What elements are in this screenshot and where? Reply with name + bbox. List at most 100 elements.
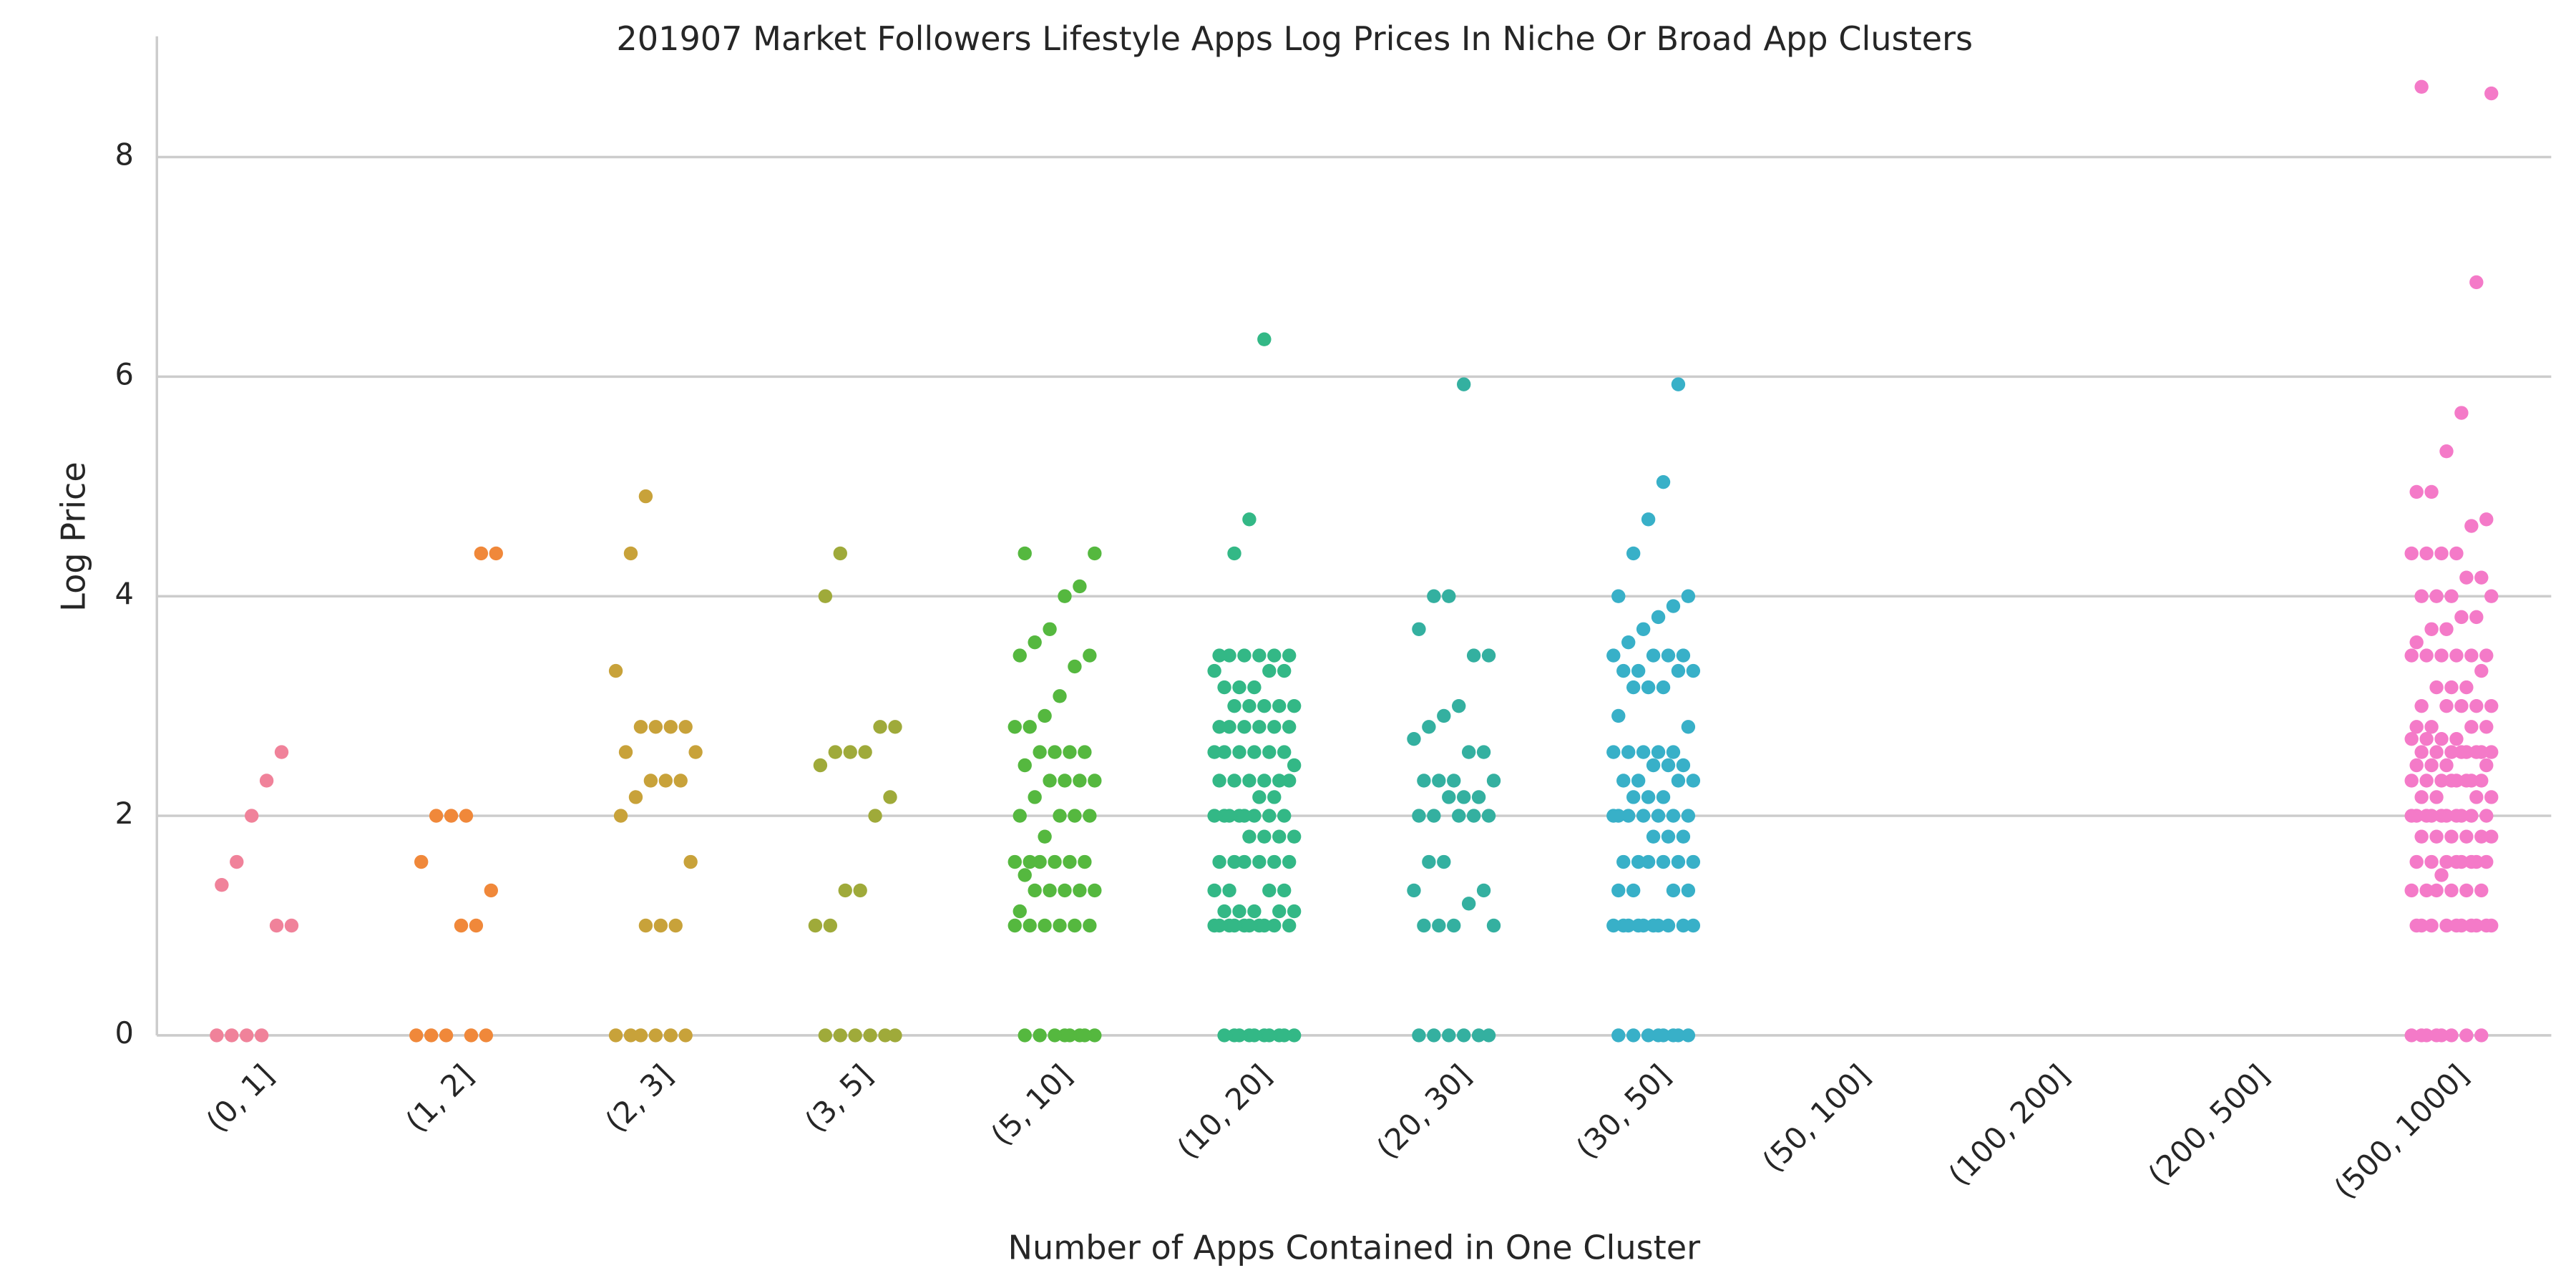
point [2419, 883, 2434, 898]
point [1417, 918, 1431, 933]
point [2414, 698, 2429, 713]
point [2459, 1028, 2474, 1043]
point [1227, 854, 1241, 869]
point [459, 809, 474, 823]
point [2409, 484, 2424, 499]
point [1038, 829, 1052, 844]
point [2459, 829, 2474, 844]
point [1058, 589, 1072, 603]
point [2484, 918, 2499, 933]
point [1252, 720, 1267, 734]
point [2429, 589, 2444, 603]
point [1063, 745, 1077, 759]
point [1626, 680, 1641, 695]
point [1262, 1028, 1277, 1043]
point [1407, 731, 1421, 746]
point [2454, 809, 2469, 823]
point [1073, 579, 1087, 594]
point [2479, 720, 2494, 734]
point [254, 1028, 269, 1043]
point [1636, 622, 1651, 636]
point [1073, 774, 1087, 788]
point [673, 774, 688, 788]
point [2404, 546, 2419, 561]
point [2414, 918, 2429, 933]
point [2459, 745, 2474, 759]
point [2439, 622, 2454, 636]
point [1606, 918, 1621, 933]
point [1681, 809, 1696, 823]
point [1257, 774, 1272, 788]
point [823, 918, 838, 933]
point [1466, 648, 1481, 663]
point [484, 883, 498, 898]
y-axis-label: Log Price [54, 462, 93, 612]
point [2424, 622, 2439, 636]
point [2424, 809, 2439, 823]
point [1686, 774, 1701, 788]
point [1656, 1028, 1671, 1043]
point [409, 1028, 424, 1043]
point [888, 1028, 902, 1043]
point [2414, 589, 2429, 603]
point [1267, 720, 1282, 734]
x-tick-label: (1, 2] [399, 1058, 480, 1139]
point [2469, 275, 2484, 290]
point [648, 720, 663, 734]
point [1656, 790, 1671, 804]
point [1686, 663, 1701, 678]
x-tick-label: (5, 10] [984, 1058, 1078, 1152]
point [1247, 904, 1262, 919]
x-tick-label: (3, 5] [798, 1058, 879, 1139]
point [1282, 648, 1297, 663]
point [1621, 635, 1636, 650]
point [1447, 774, 1461, 788]
point [2449, 774, 2464, 788]
point [1287, 829, 1302, 844]
point [1023, 720, 1037, 734]
point [618, 745, 633, 759]
point [1053, 918, 1067, 933]
point [240, 1028, 254, 1043]
point [1686, 854, 1701, 869]
point [1232, 745, 1246, 759]
point [489, 546, 503, 561]
point [2409, 809, 2424, 823]
point [1481, 1028, 1496, 1043]
point [1048, 854, 1062, 869]
point [1207, 883, 1221, 898]
point [1656, 854, 1671, 869]
point [1222, 720, 1236, 734]
point [2474, 829, 2489, 844]
point [1073, 883, 1087, 898]
point [1621, 809, 1636, 823]
point [1656, 474, 1671, 489]
point [2439, 809, 2454, 823]
point [1217, 680, 1231, 695]
point [1626, 546, 1641, 561]
point [1476, 883, 1491, 898]
point [2474, 774, 2489, 788]
point [1028, 883, 1042, 898]
x-axis-label: Number of Apps Contained in One Cluster [1008, 1228, 1701, 1267]
x-tick-label: (20, 30] [1370, 1058, 1478, 1166]
point [1247, 1028, 1262, 1043]
point [853, 883, 867, 898]
point [1018, 1028, 1032, 1043]
point [858, 745, 872, 759]
point [2479, 512, 2494, 527]
x-tick-label: (100, 200] [1941, 1058, 2076, 1192]
point [1606, 648, 1621, 663]
point [1432, 918, 1446, 933]
point [1666, 883, 1681, 898]
point [2484, 698, 2499, 713]
point [2484, 86, 2499, 101]
point [1651, 610, 1666, 625]
point [1626, 1028, 1641, 1043]
point [1008, 918, 1022, 933]
point [1267, 648, 1282, 663]
point [1442, 790, 1456, 804]
point [1466, 809, 1481, 823]
point [1671, 663, 1686, 678]
point [1681, 589, 1696, 603]
